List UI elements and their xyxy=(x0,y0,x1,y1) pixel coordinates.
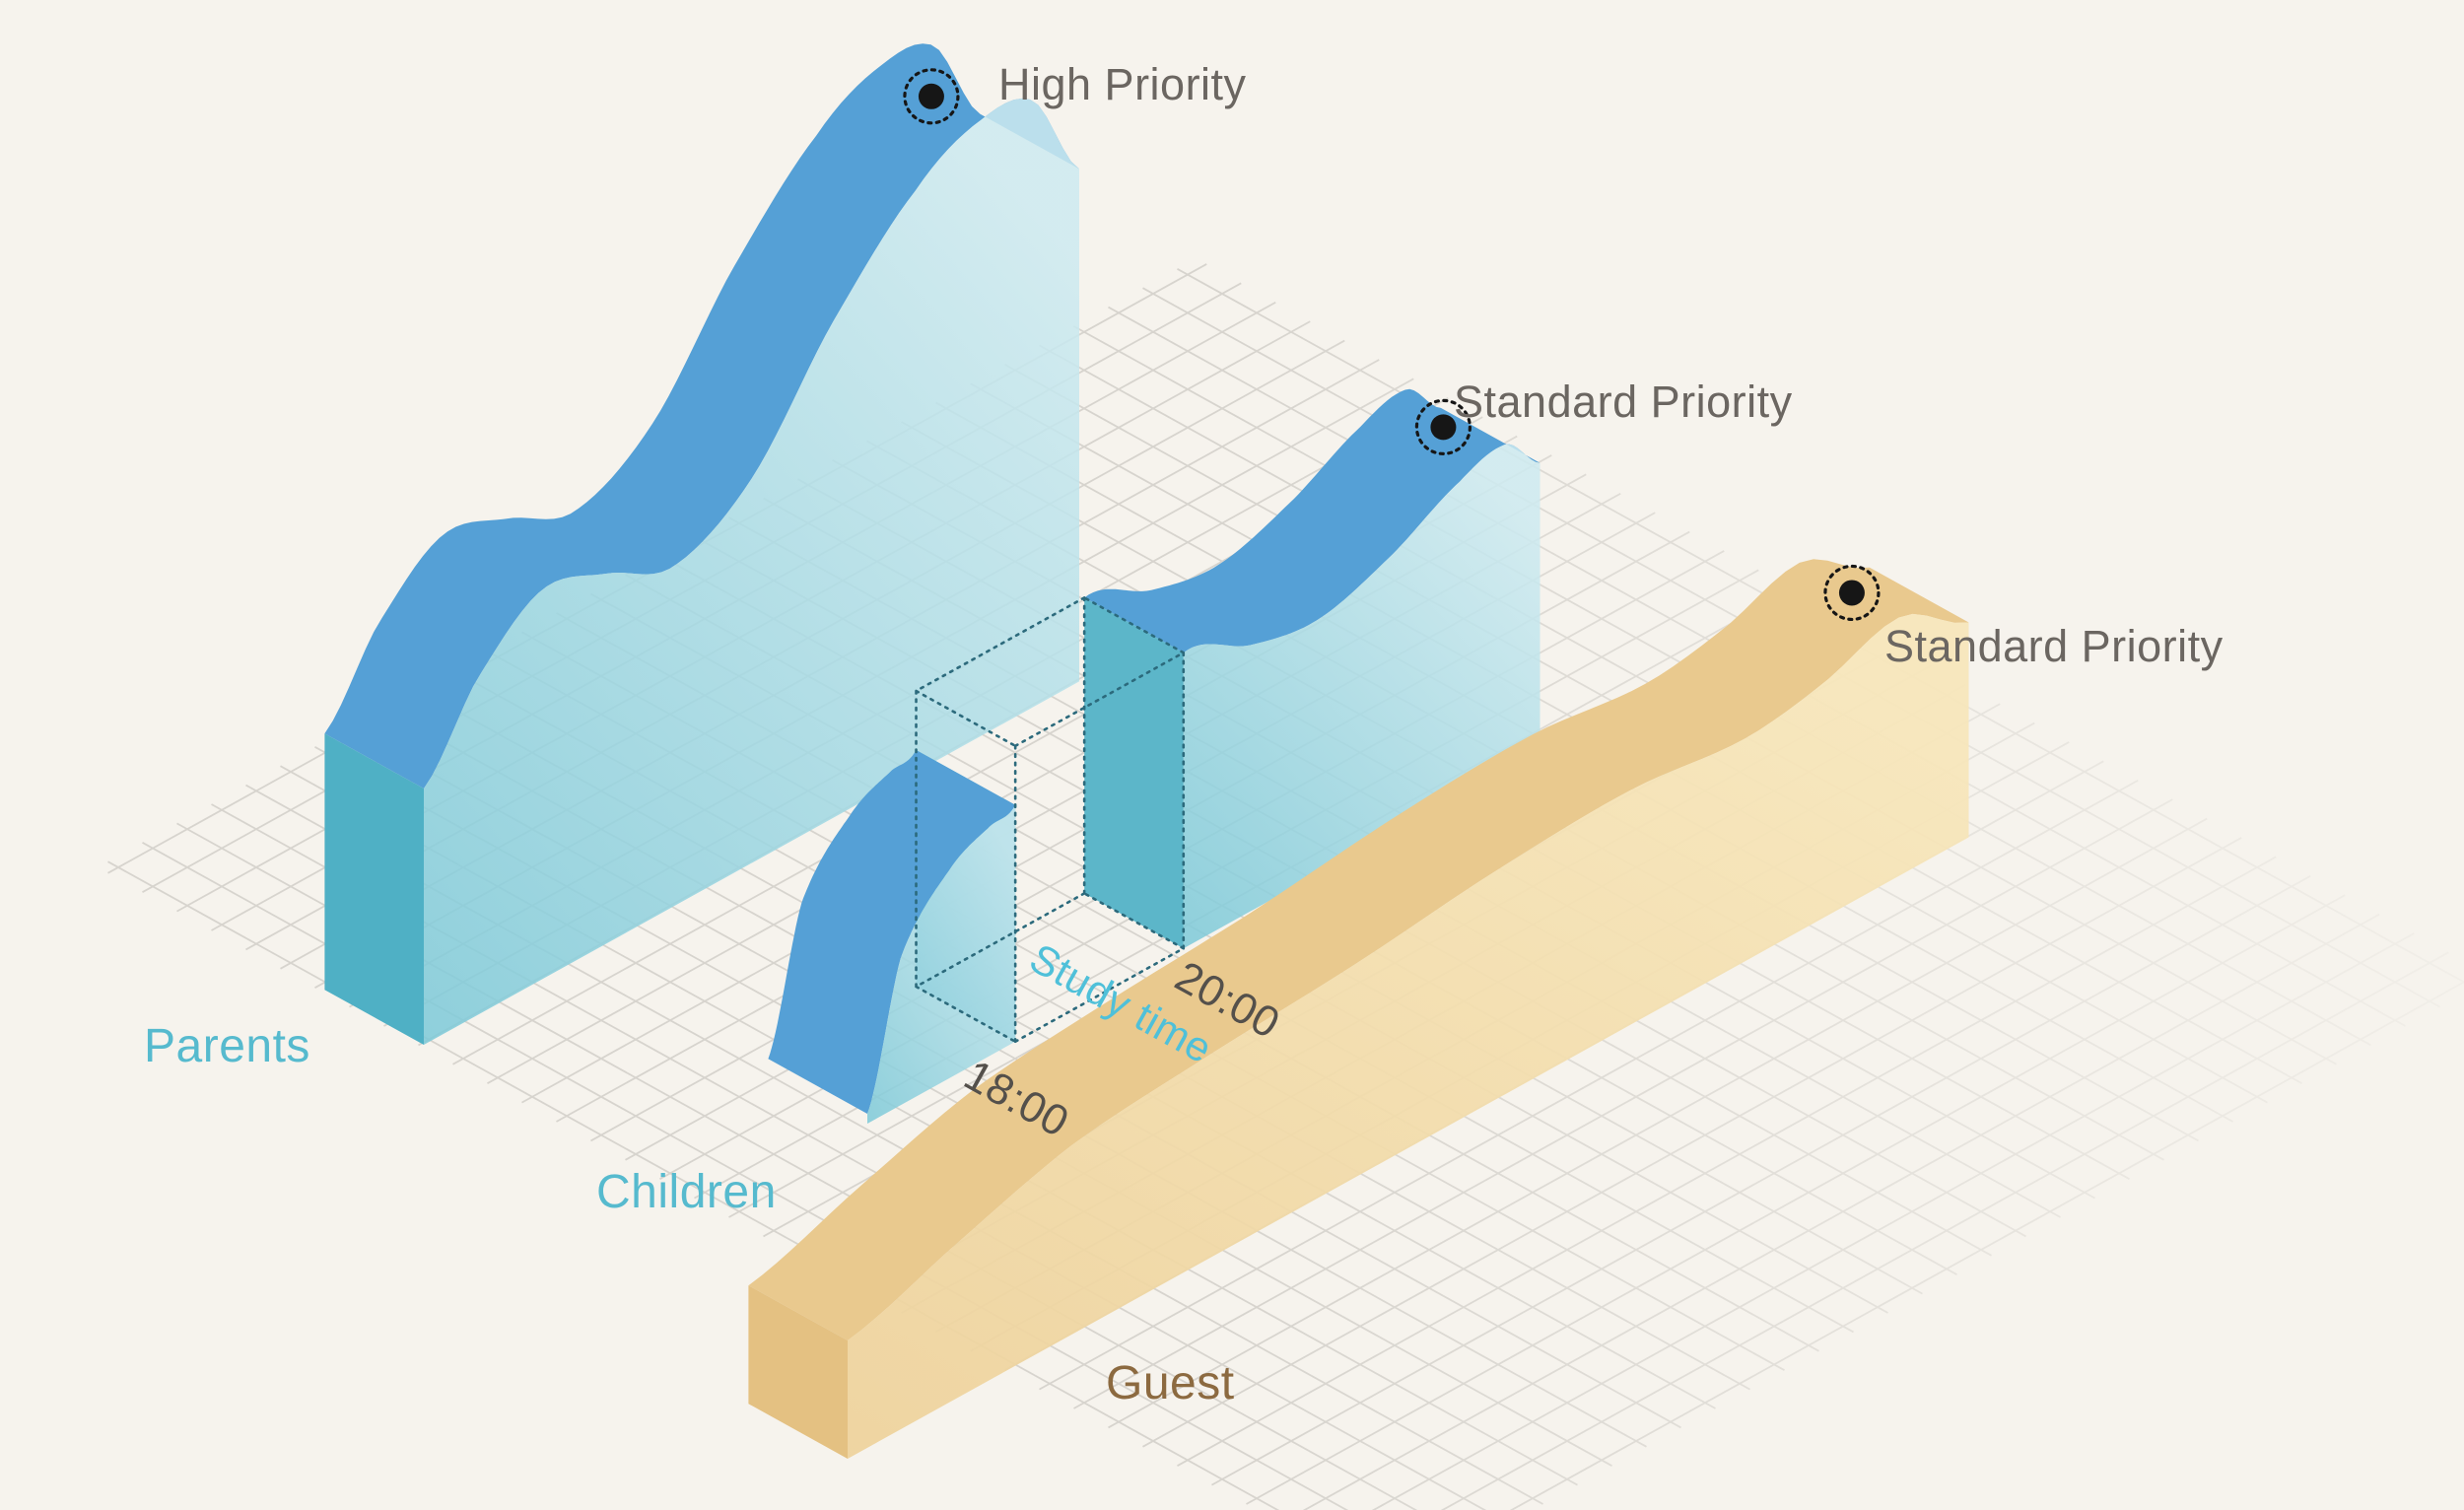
guest-end-cap xyxy=(748,1285,848,1459)
children-front-face xyxy=(1183,444,1540,949)
parents-priority-label: High Priority xyxy=(998,59,1247,109)
ridge-children xyxy=(768,388,1540,1124)
marker-dot-icon xyxy=(1430,414,1457,441)
peak-marker-children xyxy=(1414,398,1472,455)
children-group-label: Children xyxy=(596,1166,777,1218)
marker-dotted-ring-icon xyxy=(1414,398,1472,455)
guest-top-surface xyxy=(748,559,1969,1340)
peak-marker-guest xyxy=(1823,564,1881,622)
parents-end-cap xyxy=(324,733,424,1045)
marker-dot-icon xyxy=(918,83,944,109)
children-front-face xyxy=(867,804,1016,1124)
guest-group-label: Guest xyxy=(1106,1357,1235,1409)
guest-front-face xyxy=(848,613,1969,1459)
parents-front-face xyxy=(424,98,1079,1045)
ridge-guest xyxy=(748,559,1969,1459)
children-top-surface xyxy=(768,750,1016,1114)
guest-priority-label: Standard Priority xyxy=(1884,621,2224,671)
parents-top-surface xyxy=(324,43,1079,789)
marker-dotted-ring-icon xyxy=(903,68,960,125)
marker-dot-icon xyxy=(1838,580,1865,606)
parents-group-label: Parents xyxy=(144,1020,310,1072)
children-priority-label: Standard Priority xyxy=(1454,377,1793,427)
children-top-surface xyxy=(1084,388,1540,653)
ridge-parents xyxy=(324,43,1079,1045)
peak-marker-parents xyxy=(903,68,960,125)
children-end-cap xyxy=(1084,597,1184,949)
marker-dotted-ring-icon xyxy=(1823,564,1881,622)
